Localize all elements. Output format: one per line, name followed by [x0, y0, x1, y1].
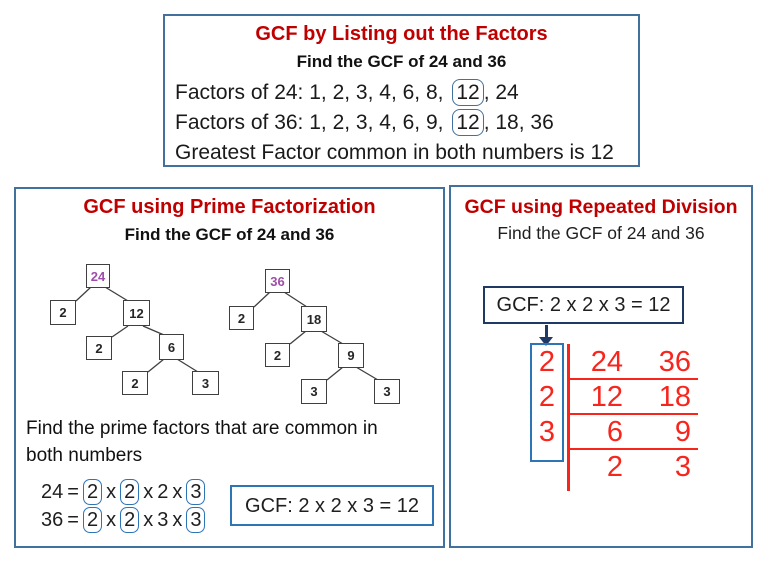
factors-24-text: Factors of 24: 1, 2, 3, 4, 6, 8,: [175, 81, 444, 104]
division-cell: 18: [658, 381, 691, 413]
highlighted-common-factor-24: 12: [452, 79, 484, 106]
divisor-value: 3: [538, 416, 556, 448]
conclusion-line: Greatest Factor common in both numbers i…: [175, 141, 614, 164]
factors-of-36-line: Factors of 36: 1, 2, 3, 4, 6, 9, 12, 18,…: [175, 108, 638, 138]
eq36-common-factor: 2: [82, 507, 103, 533]
equation-36: 36 = 2 x 2 x 3 x 3: [39, 506, 207, 534]
division-cell: 2: [606, 451, 623, 483]
divisor-value: 2: [538, 346, 556, 378]
eq24-lhs: 24: [41, 480, 64, 503]
tree36-factor-node: 9: [338, 343, 364, 368]
tree24-root-node: 24: [86, 264, 110, 288]
equation-24: 24 = 2 x 2 x 2 x 3: [39, 478, 207, 506]
division-row: 24 36: [568, 345, 698, 380]
eq24-common-factor: 2: [82, 479, 103, 505]
division-cell: 36: [658, 346, 691, 378]
factor-tree-connectors: [75, 286, 379, 381]
division-cell: 3: [674, 451, 691, 483]
eq24-times: x: [172, 480, 183, 503]
factors-of-24-line: Factors of 24: 1, 2, 3, 4, 6, 8, 12, 24: [175, 78, 638, 108]
prime-factor-equations: 24 = 2 x 2 x 2 x 3 36 = 2 x 2 x 3 x 3: [39, 478, 207, 534]
prime-factorization-panel: GCF using Prime Factorization Find the G…: [14, 187, 445, 548]
tree24-factor-node: 3: [192, 371, 219, 395]
prime-panel-subtitle: Find the GCF of 24 and 36: [124, 225, 335, 244]
eq36-common-factor: 3: [186, 507, 206, 533]
eq24-factor: 2: [157, 480, 169, 503]
division-cell: 12: [590, 381, 623, 413]
eq36-equals: =: [67, 508, 79, 531]
tree24-factor-node: 2: [86, 336, 112, 360]
eq36-common-factor: 2: [120, 507, 140, 533]
eq24-times: x: [143, 480, 154, 503]
division-cell: 24: [590, 346, 623, 378]
highlighted-common-factor-36: 12: [452, 109, 484, 136]
eq24-common-factor: 2: [120, 479, 140, 505]
tree24-factor-node: 12: [123, 300, 150, 326]
repeated-division-panel: GCF using Repeated Division Find the GCF…: [449, 185, 753, 548]
gcf-result-box: GCF: 2 x 2 x 3 = 12: [230, 485, 434, 526]
division-row: 12 18: [568, 380, 698, 415]
eq36-factor: 3: [157, 508, 169, 531]
listing-panel-title: GCF by Listing out the Factors: [255, 23, 548, 45]
listing-factors-panel: GCF by Listing out the Factors Find the …: [163, 14, 640, 167]
prime-instruction-line2: both numbers: [26, 445, 143, 466]
gcf-result-box: GCF: 2 x 2 x 3 = 12: [483, 286, 684, 324]
factors-24-tail: , 24: [483, 81, 519, 104]
tree24-factor-node: 2: [122, 371, 148, 395]
tree24-factor-node: 6: [159, 334, 184, 360]
divisor-column-box: [530, 343, 564, 462]
division-panel-title: GCF using Repeated Division: [464, 196, 738, 218]
eq36-lhs: 36: [41, 508, 64, 531]
tree36-factor-node: 3: [374, 379, 400, 404]
down-arrow-icon: [539, 337, 553, 346]
listing-panel-subtitle: Find the GCF of 24 and 36: [296, 52, 507, 71]
eq24-equals: =: [67, 480, 79, 503]
division-panel-subtitle: Find the GCF of 24 and 36: [497, 223, 705, 243]
tree36-factor-node: 18: [301, 306, 327, 332]
factors-36-text: Factors of 36: 1, 2, 3, 4, 6, 9,: [175, 111, 444, 134]
eq24-common-factor: 3: [186, 479, 206, 505]
eq36-times: x: [106, 508, 117, 531]
tree36-factor-node: 3: [301, 379, 327, 404]
tree36-factor-node: 2: [229, 306, 254, 330]
eq36-times: x: [143, 508, 154, 531]
eq36-times: x: [172, 508, 183, 531]
division-cell: 9: [674, 416, 691, 448]
down-arrow-icon: [545, 325, 548, 338]
eq24-times: x: [106, 480, 117, 503]
tree36-root-node: 36: [265, 269, 290, 293]
tree36-factor-node: 2: [265, 343, 290, 367]
factor-lines: Factors of 24: 1, 2, 3, 4, 6, 8, 12, 24 …: [175, 78, 638, 168]
division-cell: 6: [606, 416, 623, 448]
tree24-factor-node: 2: [50, 300, 76, 325]
prime-instruction-text: Find the prime factors that are common i…: [26, 415, 378, 469]
prime-instruction-line1: Find the prime factors that are common i…: [26, 418, 378, 439]
factors-36-tail: , 18, 36: [483, 111, 554, 134]
divisor-value: 2: [538, 381, 556, 413]
division-vertical-rule: [567, 344, 570, 491]
prime-panel-title: GCF using Prime Factorization: [83, 196, 376, 218]
